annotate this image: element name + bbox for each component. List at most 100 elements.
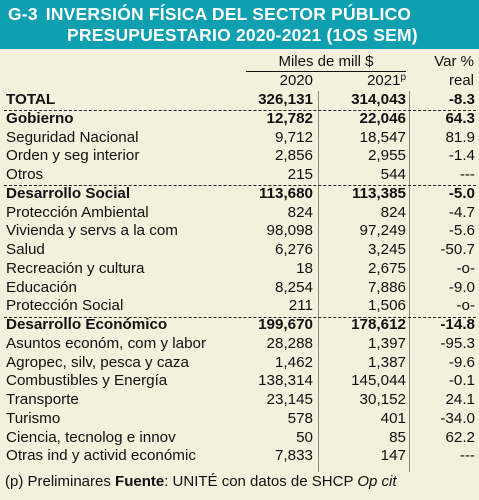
value-2021: 401 xyxy=(380,409,406,427)
source-cite: Op cit xyxy=(357,473,397,490)
row-label: Protección Social xyxy=(6,297,124,315)
value-2020: 98,098 xyxy=(266,222,313,240)
value-2020: 50 xyxy=(296,428,313,446)
value-2021: 824 xyxy=(380,203,406,221)
row-label: TOTAL xyxy=(6,91,56,108)
row-label: Orden y seg interior xyxy=(6,147,140,165)
value-2021: 145,044 xyxy=(351,372,406,390)
value-2021: 1,506 xyxy=(367,297,406,315)
value-2020: 6,276 xyxy=(274,241,313,258)
year-2021-header: 2021p xyxy=(324,72,406,89)
value-var: -95.3 xyxy=(440,334,475,352)
table-row: Asuntos económ, com y labor 28,288 1,397 -9… xyxy=(0,335,479,353)
value-var: -o- xyxy=(456,259,475,277)
row-label: Combustibles y Energía xyxy=(6,372,168,390)
value-2020: 578 xyxy=(287,409,313,427)
value-2021: 7,886 xyxy=(367,278,406,296)
value-2021: 1,387 xyxy=(367,353,406,371)
value-2020: 1,462 xyxy=(274,353,313,371)
value-2021: 2,675 xyxy=(367,259,406,277)
preliminary-mark: p xyxy=(400,72,406,83)
value-2021: 3,245 xyxy=(367,241,406,258)
value-var: -5.6 xyxy=(448,222,475,240)
unit-underline xyxy=(246,71,406,72)
value-2021: 147 xyxy=(380,447,406,465)
value-var: -0.1 xyxy=(448,372,475,390)
value-2021: 97,249 xyxy=(359,222,406,240)
value-2021: 22,046 xyxy=(359,109,406,127)
var-header-line1: Var % xyxy=(434,53,474,70)
value-var: -50.7 xyxy=(440,241,475,258)
title-line2: PRESUPUESTARIO 2020-2021 (1OS SEM) xyxy=(67,25,418,45)
section-separator xyxy=(4,185,476,187)
chart-header: G-3 INVERSIÓN FÍSICA DEL SECTOR PÚBLICO P… xyxy=(0,0,479,49)
value-2020: 18 xyxy=(296,259,313,277)
section-row: Gobierno 12,782 22,046 64.3 xyxy=(0,110,479,128)
value-2021: 18,547 xyxy=(359,128,406,146)
value-2020: 23,145 xyxy=(266,391,313,408)
value-var: -8.3 xyxy=(448,91,475,108)
row-label: Otras ind y activid económic xyxy=(6,447,196,465)
value-var: 81.9 xyxy=(445,128,475,146)
row-label: Salud xyxy=(6,241,45,258)
source-text: : UNITÉ con datos de SHCP xyxy=(164,473,358,490)
section-row: Desarrollo Económico 199,670 178,612 -14.8 xyxy=(0,316,479,334)
var-header-line2: real xyxy=(448,72,474,89)
table-row: Agropec, silv, pesca y caza 1,462 1,387 -9.… xyxy=(0,354,479,372)
value-var: -34.0 xyxy=(440,409,475,427)
value-2020: 215 xyxy=(287,166,313,183)
value-2020: 199,670 xyxy=(258,316,313,333)
chart-code: G-3 xyxy=(8,4,38,24)
value-2021: 2,955 xyxy=(367,147,406,165)
value-2020: 28,288 xyxy=(266,334,313,352)
table-row: Transporte 23,145 30,152 24.1 xyxy=(0,391,479,409)
column-divider xyxy=(318,91,319,472)
value-2020: 211 xyxy=(288,297,313,315)
table-row: Orden y seg interior 2,856 2,955 -1.4 xyxy=(0,147,479,165)
value-2021: 544 xyxy=(380,166,406,183)
table-row: Educación 8,254 7,886 -9.0 xyxy=(0,279,479,297)
row-label: Agropec, silv, pesca y caza xyxy=(6,353,189,371)
row-label: Seguridad Nacional xyxy=(6,128,139,146)
value-2020: 138,314 xyxy=(258,372,313,390)
table-row: Recreación y cultura 18 2,675 -o- xyxy=(0,260,479,278)
footer: (p) Preliminares Fuente: UNITÉ con datos… xyxy=(5,473,397,490)
table-row: Turismo 578 401 -34.0 xyxy=(0,410,479,428)
table-row: Otros 215 544 --- xyxy=(0,166,479,184)
table-row: Protección Ambiental 824 824 -4.7 xyxy=(0,204,479,222)
value-var: -14.8 xyxy=(440,316,475,333)
table-row: Seguridad Nacional 9,712 18,547 81.9 xyxy=(0,129,479,147)
section-separator xyxy=(4,110,476,112)
year-2020-header: 2020 xyxy=(279,72,313,89)
row-label: Recreación y cultura xyxy=(6,259,145,277)
value-2020: 2,856 xyxy=(274,147,313,165)
value-2020: 7,833 xyxy=(274,447,313,465)
column-divider xyxy=(409,91,410,472)
row-label: Protección Ambiental xyxy=(6,203,149,221)
value-2021: 30,152 xyxy=(359,391,406,408)
title-line1: INVERSIÓN FÍSICA DEL SECTOR PÚBLICO xyxy=(45,4,412,24)
row-label: Desarrollo Social xyxy=(6,184,131,202)
value-2021: 314,043 xyxy=(351,91,406,108)
table-row: Ciencia, tecnolog e innov 50 85 62.2 xyxy=(0,429,479,447)
value-var: -5.0 xyxy=(448,184,475,202)
value-2020: 113,680 xyxy=(258,184,313,202)
header-title-line1: G-3 INVERSIÓN FÍSICA DEL SECTOR PÚBLICO xyxy=(8,4,411,25)
source-label: Fuente xyxy=(115,473,165,490)
value-var: --- xyxy=(459,447,475,465)
value-var: --- xyxy=(459,166,475,183)
section-row: TOTAL 326,131 314,043 -8.3 xyxy=(0,91,479,109)
value-2021: 178,612 xyxy=(351,316,406,333)
value-var: 62.2 xyxy=(445,428,475,446)
value-var: 24.1 xyxy=(445,391,475,408)
table-row: Protección Social 211 1,506 -o- xyxy=(0,297,479,315)
value-2020: 9,712 xyxy=(274,128,313,146)
value-var: -9.6 xyxy=(448,353,475,371)
value-var: 64.3 xyxy=(445,109,475,127)
value-var: -9.0 xyxy=(448,278,475,296)
value-2020: 8,254 xyxy=(274,278,313,296)
row-label: Gobierno xyxy=(6,109,74,127)
footer-note: (p) Preliminares xyxy=(5,473,116,490)
table-row: Salud 6,276 3,245 -50.7 xyxy=(0,241,479,259)
value-2021: 85 xyxy=(389,428,406,446)
